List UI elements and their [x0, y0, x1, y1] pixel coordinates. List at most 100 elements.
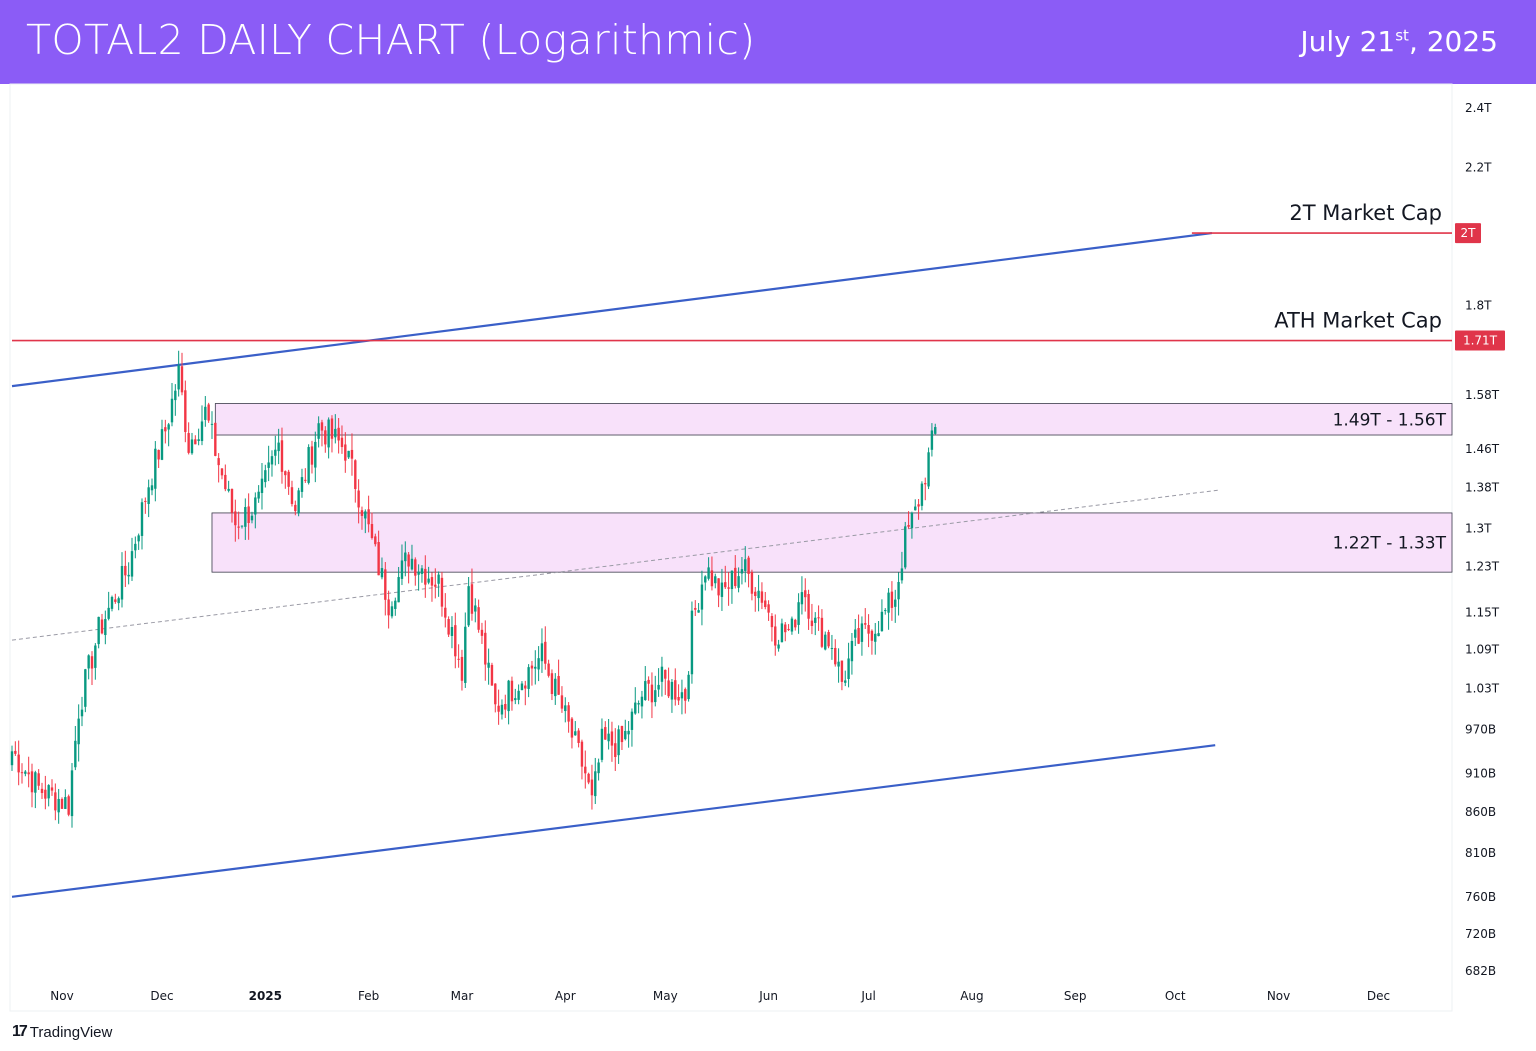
candle-body — [54, 792, 57, 811]
candle-body — [664, 669, 667, 679]
candle-body — [344, 444, 347, 461]
candle-body — [817, 617, 820, 619]
candle-body — [414, 559, 417, 576]
candle-body — [190, 439, 194, 454]
candle — [247, 493, 250, 540]
candle-body — [797, 602, 800, 625]
candle-body — [754, 591, 757, 597]
candle — [907, 511, 910, 529]
candle-body — [674, 680, 677, 700]
candle-body — [580, 741, 584, 767]
candle-body — [37, 773, 40, 786]
candle-body — [57, 798, 60, 813]
candle-body — [317, 423, 320, 439]
candle-body — [397, 577, 400, 603]
time-axis[interactable]: Nov Dec 2025 Feb Mar Apr May Jun Jul Aug Sep Oct Nov… — [50, 989, 1390, 1003]
candle-body — [417, 571, 420, 575]
candle-body — [574, 731, 577, 736]
candle-body — [520, 683, 524, 691]
candle-body — [380, 568, 384, 578]
candle — [774, 614, 777, 656]
candle — [130, 537, 134, 581]
candle — [177, 350, 180, 397]
candle — [90, 651, 94, 686]
candle-body — [410, 558, 414, 570]
candle-body — [864, 623, 867, 625]
candle-body — [94, 645, 97, 668]
candle — [300, 468, 304, 498]
x-tick-label: Nov — [1267, 989, 1290, 1003]
y-tick-label: 1.3T — [1465, 522, 1492, 536]
candle — [847, 642, 850, 688]
candle-body — [84, 669, 87, 707]
candle — [844, 670, 847, 687]
candle-body — [400, 560, 404, 579]
candle-body — [27, 772, 30, 775]
candle-body — [680, 692, 684, 699]
candle-body — [507, 680, 510, 712]
candle — [600, 718, 604, 763]
candle-body — [607, 733, 610, 742]
candle — [894, 589, 897, 623]
candle — [260, 463, 264, 510]
candle — [737, 567, 740, 593]
candle-body — [174, 390, 177, 401]
candle-body — [444, 607, 447, 618]
candle — [14, 741, 17, 756]
candle-body — [504, 703, 507, 710]
candle-body — [384, 569, 387, 600]
candle-body — [437, 574, 440, 584]
candle — [677, 684, 680, 705]
candle-body — [464, 626, 467, 683]
zone-label: 1.22T - 1.33T — [1333, 534, 1447, 554]
x-tick-label: Dec — [150, 989, 173, 1003]
candle — [124, 550, 127, 588]
candle — [617, 725, 620, 764]
candle-body — [430, 577, 434, 586]
candle — [770, 613, 774, 642]
candle — [460, 649, 464, 691]
candle-body — [117, 598, 120, 604]
candle-body — [480, 629, 484, 636]
candle-body — [120, 566, 124, 600]
candle — [910, 511, 914, 539]
candle-body — [690, 610, 694, 675]
candle-body — [144, 500, 147, 502]
candle-body — [807, 594, 810, 619]
candle — [147, 479, 150, 518]
candle — [754, 587, 757, 612]
candle — [44, 775, 47, 810]
candle-body — [270, 456, 274, 465]
candle — [710, 556, 714, 591]
candle — [750, 569, 754, 601]
candle-body — [837, 661, 840, 667]
candle-body — [927, 452, 930, 487]
candle — [257, 485, 260, 503]
candle-body — [877, 633, 880, 637]
candle — [60, 797, 64, 809]
candle-body — [577, 730, 580, 743]
candle-body — [237, 526, 240, 528]
candle — [854, 618, 857, 647]
candle — [584, 750, 587, 789]
candle-body — [177, 365, 180, 390]
price-axis[interactable]: 2.4T 2.2T 1.8T 1.58T 1.46T 1.38T 1.3T 1.23T 1.15… — [1465, 101, 1500, 978]
candle — [730, 570, 734, 604]
tradingview-logo-icon: 17 — [12, 1023, 28, 1040]
tradingview-logo[interactable]: 17 TradingView — [12, 1023, 112, 1041]
candle — [324, 426, 327, 453]
candle — [567, 702, 570, 733]
candle — [690, 601, 694, 684]
candle-body — [130, 551, 134, 577]
candle — [400, 544, 404, 586]
trend-lines — [11, 231, 1219, 898]
candle — [214, 422, 217, 457]
candle-body — [544, 641, 547, 664]
candle-body — [227, 488, 230, 491]
candle — [67, 794, 70, 817]
candle-body — [207, 404, 210, 421]
candle — [890, 581, 894, 621]
candle — [494, 683, 497, 713]
candle-body — [324, 430, 327, 445]
